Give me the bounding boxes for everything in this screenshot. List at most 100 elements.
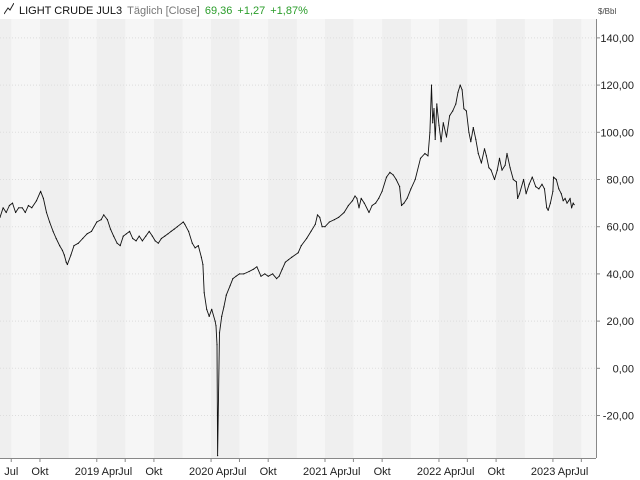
data-point [358,207,360,209]
y-tick-label: 100,00 [600,127,634,139]
x-tick-label: Okt [145,466,162,478]
y-tick-label: 40,00 [606,269,634,281]
data-point [11,202,14,204]
month-band [153,19,183,458]
data-point [506,152,508,155]
month-band [382,19,411,458]
data-point [429,131,431,133]
data-point [549,202,552,204]
chart-header: LIGHT CRUDE JUL3 Täglich [Close] 69,36 +… [4,3,308,19]
data-point [86,233,88,235]
data-point [324,226,326,228]
data-point [552,190,554,192]
data-point [208,315,210,317]
data-point [211,308,213,310]
data-point [455,103,457,105]
data-point [225,294,227,296]
price-change-percent: +1,87% [270,5,308,17]
x-tick-label: Jul [4,466,18,478]
data-point [515,181,518,183]
data-point [569,197,571,199]
data-point [27,204,29,207]
month-bands [0,19,596,458]
data-point [59,245,61,247]
data-point [188,230,190,232]
data-point [573,204,575,206]
data-point [434,138,436,140]
data-point [176,226,178,228]
data-point [260,275,262,277]
data-point [419,157,422,159]
data-point [157,242,159,244]
data-point [278,275,280,277]
data-point [31,207,33,209]
data-point [173,228,175,230]
data-point [113,235,115,237]
data-point [65,261,67,263]
y-tick-label: -20,00 [603,411,634,423]
data-point [465,110,467,112]
data-point [148,230,150,232]
data-point [184,223,186,225]
data-point [531,176,533,178]
data-point [566,202,568,204]
data-point [314,223,316,225]
data-point [442,122,444,124]
data-point [52,230,54,232]
data-point [525,193,527,195]
data-point [414,178,416,181]
data-point [214,320,216,322]
data-point [498,157,501,159]
data-point [543,188,546,190]
x-tick-label: 2020 Apr [189,466,233,478]
x-tick-label: 2021 Apr [303,466,347,478]
data-point [400,204,403,207]
data-point [385,176,388,178]
data-point [154,240,156,242]
data-point [49,221,51,223]
data-point [287,259,290,261]
data-point [528,183,530,185]
data-point [145,235,147,237]
data-point [485,155,487,157]
data-point [218,332,221,334]
data-point [496,169,498,171]
data-point [297,252,299,254]
data-point [319,216,321,218]
x-tick-label: Jul [346,466,360,478]
data-point [518,193,521,195]
data-point [90,230,93,232]
data-point [138,235,140,237]
data-point [395,178,397,181]
data-point [461,89,463,91]
data-point [501,169,503,171]
data-point [477,152,479,155]
data-point [321,226,323,228]
data-point [546,207,548,209]
data-point [512,178,514,181]
data-point [410,188,412,190]
data-point [243,273,245,275]
frequency-label: Täglich [Close] [127,5,200,17]
data-point [291,256,293,258]
data-point [8,204,10,207]
data-point [347,204,349,207]
month-band [496,19,525,458]
series-group [0,84,575,457]
data-point [252,268,255,270]
y-tick-label: 20,00 [606,316,634,328]
y-tick-label: 80,00 [606,174,634,186]
data-point [191,242,193,244]
data-point [381,190,383,192]
data-point [375,202,377,204]
data-point [276,278,278,280]
data-point [96,221,98,223]
x-tick-label: 2023 Apr [531,466,575,478]
data-point [504,164,506,166]
data-point [42,197,45,199]
data-point [160,237,162,240]
data-point [306,237,308,240]
data-point [560,193,562,195]
data-point [103,214,105,216]
